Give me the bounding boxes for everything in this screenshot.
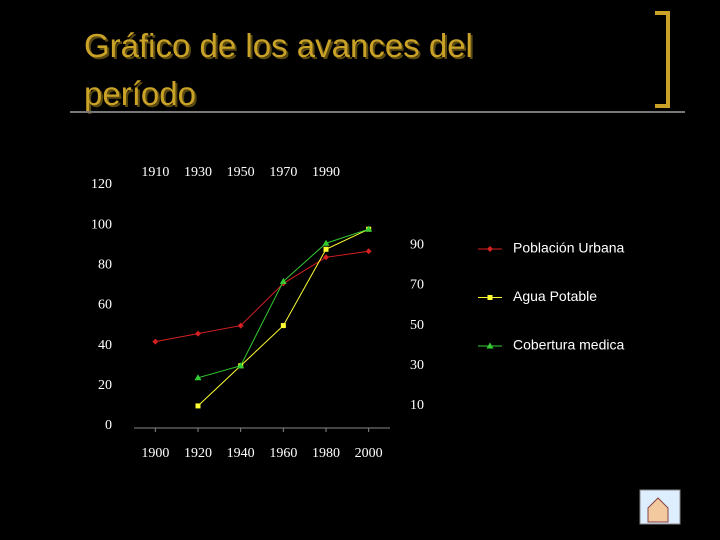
decor-icon — [639, 489, 681, 525]
decor-bracket — [655, 11, 670, 108]
point — [279, 277, 287, 284]
series-line — [197, 228, 369, 407]
x-tick-label: 1940 — [227, 446, 255, 461]
point — [152, 338, 159, 345]
x2-tick-label: 1910 — [141, 165, 169, 180]
x-tick-label: 1960 — [269, 446, 297, 461]
y-tick-label: 0 — [105, 418, 112, 433]
legend-marker — [487, 295, 493, 300]
point — [365, 248, 372, 255]
point — [280, 323, 286, 329]
point — [194, 374, 202, 381]
y2-tick-label: 50 — [410, 318, 424, 333]
y2-tick-label: 70 — [410, 278, 424, 293]
legend-label: Agua Potable — [513, 288, 597, 304]
x-tick-label: 2000 — [355, 446, 383, 461]
point — [323, 254, 329, 261]
slide-title: Gráfico de los avances del período — [84, 27, 473, 112]
point — [365, 225, 373, 232]
series-line — [197, 228, 369, 379]
legend-marker — [487, 246, 493, 252]
point — [237, 322, 244, 329]
point — [237, 362, 245, 369]
y-tick-label: 60 — [98, 298, 112, 313]
point — [322, 239, 330, 246]
y2-tick-label: 10 — [410, 398, 424, 413]
y-tick-label: 120 — [91, 177, 112, 192]
x2-tick-label: 1990 — [312, 165, 340, 180]
legend-label: Población Urbana — [513, 240, 625, 256]
y2-tick-label: 30 — [410, 358, 424, 373]
y-tick-label: 20 — [98, 378, 112, 393]
point — [323, 246, 329, 252]
y-tick-label: 80 — [98, 258, 112, 273]
y-tick-label: 100 — [91, 217, 112, 232]
y2-tick-label: 90 — [410, 237, 424, 252]
y-tick-label: 40 — [98, 338, 112, 353]
x2-tick-label: 1950 — [227, 165, 255, 180]
x2-tick-label: 1970 — [269, 165, 297, 180]
x-tick-label: 1980 — [312, 446, 340, 461]
point — [195, 403, 201, 409]
x2-tick-label: 1930 — [184, 165, 212, 180]
x-tick-label: 1920 — [184, 446, 212, 461]
point — [195, 330, 201, 337]
legend-marker — [486, 342, 494, 349]
series-line — [155, 250, 369, 343]
x-tick-label: 1900 — [141, 446, 169, 461]
legend-label: Cobertura medica — [513, 337, 624, 353]
